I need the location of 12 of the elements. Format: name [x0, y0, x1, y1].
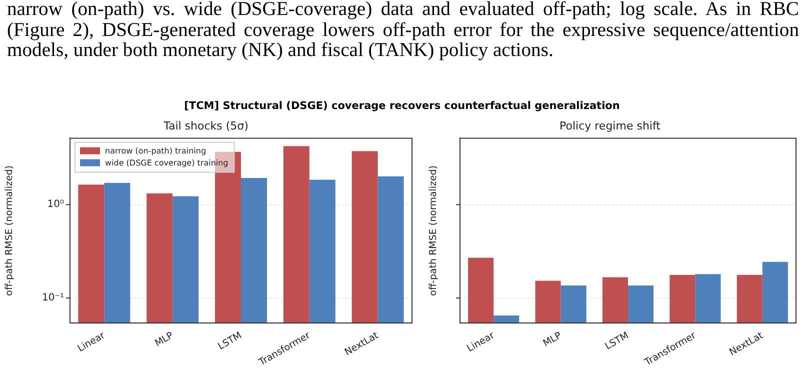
chart-title: Tail shocks (5σ) [162, 119, 248, 132]
text: narrow (on-path) vs. wide (DSGE-coverage) data and evaluated off-path; log scale. As in RBC (Figure 2), DSGE-generated coverage lowers off-path error for the expressive sequence/attention models, under both monetary (NK) and fiscal (TANK) policy actions. [7, 0, 799, 62]
text: [TCM] Structural (DSGE) coverage recovers counterfactual generalization [183, 100, 621, 112]
y-tick-label: 10⁰ [47, 199, 64, 210]
y-axis-title: off-path RMSE (normalized) [428, 165, 440, 296]
legend-label: narrow (on-path) training [105, 146, 206, 156]
legend-label: wide (DSGE coverage) training [105, 158, 228, 168]
x-tick-label: MLP [153, 330, 176, 350]
y-tick-label: 10⁻¹ [42, 292, 64, 304]
y-axis-title: off-path RMSE (normalized) [4, 165, 16, 296]
chart-title: Policy regime shift [560, 119, 662, 132]
x-tick-label: MLP [541, 330, 564, 350]
